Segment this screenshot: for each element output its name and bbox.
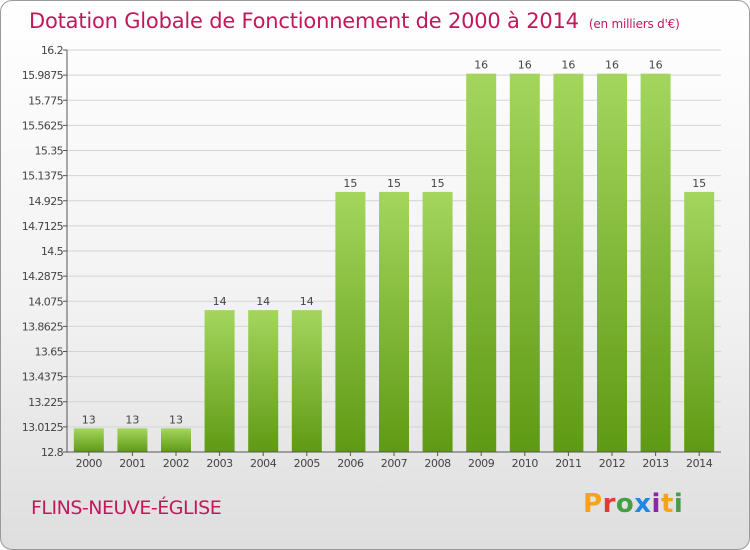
data-label: 15 bbox=[387, 177, 401, 190]
bar bbox=[204, 310, 235, 452]
y-tick-label: 15.775 bbox=[28, 94, 63, 107]
y-tick-label: 12.8 bbox=[41, 446, 64, 459]
bar bbox=[291, 310, 322, 452]
chart-title: Dotation Globale de Fonctionnement de 20… bbox=[29, 9, 680, 33]
x-tick-label: 2002 bbox=[163, 457, 189, 470]
y-tick-label: 13.4375 bbox=[22, 371, 64, 384]
y-tick-label: 14.925 bbox=[28, 195, 63, 208]
y-tick-label: 13.0125 bbox=[22, 421, 64, 434]
bar bbox=[422, 191, 453, 452]
title-text: Dotation Globale de Fonctionnement de 20… bbox=[29, 9, 579, 33]
y-tick-label: 14.2875 bbox=[22, 270, 64, 283]
logo-letter: i bbox=[673, 489, 684, 519]
data-label: 15 bbox=[431, 177, 445, 190]
y-tick-label: 13.8625 bbox=[22, 320, 64, 333]
bar bbox=[248, 310, 279, 452]
proxiti-logo: Proxiti bbox=[583, 489, 683, 519]
y-tick-label: 14.075 bbox=[28, 295, 63, 308]
bar bbox=[117, 428, 148, 452]
unit-note: (en milliers d'€) bbox=[588, 17, 680, 31]
x-tick-label: 2003 bbox=[206, 457, 233, 470]
y-tick-label: 15.35 bbox=[35, 145, 64, 158]
logo-letter: o bbox=[615, 489, 635, 519]
bar bbox=[684, 191, 715, 452]
data-label: 16 bbox=[605, 59, 619, 72]
y-tick-label: 16.2 bbox=[41, 44, 63, 57]
y-tick-label: 14.5 bbox=[41, 245, 64, 258]
bar bbox=[597, 73, 627, 452]
data-label: 16 bbox=[561, 59, 575, 72]
municipality-name: FLINS-NEUVE-ÉGLISE bbox=[31, 497, 222, 519]
data-label: 16 bbox=[649, 59, 663, 72]
bar bbox=[161, 428, 191, 452]
data-label: 15 bbox=[343, 177, 357, 190]
x-tick-label: 2007 bbox=[381, 457, 408, 470]
data-label: 13 bbox=[125, 413, 139, 426]
x-tick-label: 2008 bbox=[424, 457, 451, 470]
x-tick-label: 2000 bbox=[76, 457, 103, 470]
x-tick-label: 2014 bbox=[686, 457, 713, 470]
data-label: 14 bbox=[300, 295, 314, 308]
bar bbox=[553, 73, 584, 452]
bar bbox=[335, 191, 366, 452]
data-label: 14 bbox=[256, 295, 270, 308]
logo-letter: i bbox=[651, 489, 661, 519]
bar bbox=[509, 73, 540, 452]
x-tick-label: 2013 bbox=[642, 457, 669, 470]
logo-letter: r bbox=[602, 489, 616, 519]
data-label: 14 bbox=[213, 295, 227, 308]
data-label: 13 bbox=[82, 413, 96, 426]
x-tick-label: 2010 bbox=[512, 457, 539, 470]
x-tick-label: 2006 bbox=[337, 457, 364, 470]
axes: 12.8 13.0125 13.225 13.4375 13.65 13.8625 14.0… bbox=[22, 44, 721, 470]
bar bbox=[73, 428, 104, 452]
bar bbox=[640, 73, 671, 452]
x-tick-label: 2012 bbox=[599, 457, 625, 470]
bar bbox=[466, 73, 497, 452]
bars: 13 13 13 14 14 14 15 15 15 16 16 16 16 16 15 bbox=[73, 59, 715, 452]
x-tick-label: 2001 bbox=[119, 457, 145, 470]
y-tick-label: 14.7125 bbox=[22, 220, 64, 233]
data-label: 16 bbox=[518, 59, 532, 72]
data-label: 15 bbox=[692, 177, 706, 190]
data-label: 16 bbox=[474, 59, 488, 72]
y-tick-label: 13.65 bbox=[35, 346, 64, 359]
logo-letter: t bbox=[660, 489, 674, 519]
bar bbox=[379, 191, 409, 452]
y-tick-label: 15.5625 bbox=[22, 119, 64, 132]
y-tick-label: 15.1375 bbox=[22, 170, 64, 183]
data-label: 13 bbox=[169, 413, 183, 426]
logo-letter: x bbox=[634, 489, 652, 519]
y-tick-label: 13.225 bbox=[28, 396, 63, 409]
x-tick-label: 2005 bbox=[294, 457, 321, 470]
x-tick-label: 2009 bbox=[468, 457, 495, 470]
x-tick-label: 2004 bbox=[250, 457, 277, 470]
logo-letter: P bbox=[583, 489, 603, 519]
y-tick-label: 15.9875 bbox=[22, 69, 64, 82]
x-tick-label: 2011 bbox=[555, 457, 581, 470]
